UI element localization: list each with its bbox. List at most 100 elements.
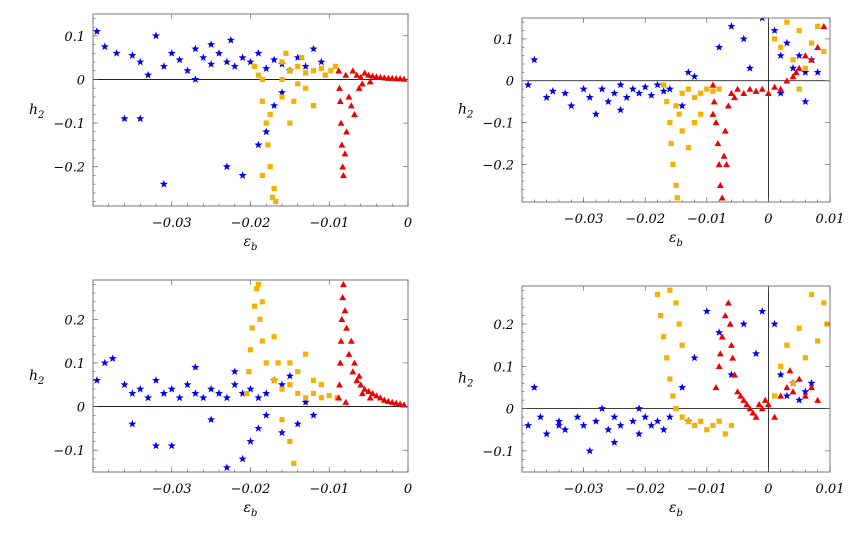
y-tick-label: 0 <box>77 401 85 416</box>
triangle-point <box>814 396 822 403</box>
square-point <box>310 68 317 74</box>
square-point <box>267 164 273 170</box>
star-point <box>144 70 153 79</box>
star-point <box>573 412 582 421</box>
triangle-point <box>336 84 343 91</box>
star-point <box>554 417 563 425</box>
square-point <box>259 299 265 305</box>
star-point <box>175 55 184 64</box>
square-point <box>679 90 685 96</box>
x-axis-label: εb <box>244 500 258 519</box>
square-point <box>778 44 784 50</box>
x-tick-label: −0.03 <box>564 212 604 227</box>
star-point <box>782 38 791 47</box>
star-point <box>128 419 137 428</box>
square-point <box>295 63 301 69</box>
star-point <box>222 57 231 66</box>
square-point <box>291 98 297 104</box>
square-point <box>668 140 674 147</box>
x-tick-label: −0.02 <box>231 216 271 231</box>
triangle-point <box>729 354 737 361</box>
star-point <box>285 371 294 380</box>
triangle-point <box>814 43 822 50</box>
square-point <box>269 194 276 200</box>
x-tick-label: −0.01 <box>309 216 349 231</box>
star-point <box>739 34 748 43</box>
triangle-point <box>743 400 751 408</box>
star-point <box>665 84 674 93</box>
star-point <box>136 384 145 393</box>
square-point <box>771 393 778 399</box>
star-point <box>715 328 724 336</box>
series-blue-stars <box>524 18 822 118</box>
triangle-point <box>718 333 726 340</box>
triangle-point <box>336 359 344 366</box>
star-point <box>175 393 184 402</box>
star-point <box>309 411 318 419</box>
star-point <box>561 425 570 434</box>
square-point <box>287 382 293 388</box>
x-tick-label: −0.01 <box>687 212 727 227</box>
plot-area <box>93 27 408 205</box>
star-point <box>108 354 117 362</box>
triangle-point <box>724 299 732 306</box>
square-point <box>257 316 263 322</box>
star-point <box>628 84 637 93</box>
square-point <box>332 63 339 69</box>
x-tick-label: −0.03 <box>564 482 604 497</box>
square-point <box>259 338 265 344</box>
star-point <box>159 389 168 397</box>
star-point <box>776 370 785 379</box>
star-point <box>782 391 791 400</box>
y-tick-label: −0.2 <box>53 161 85 176</box>
star-point <box>278 428 286 437</box>
x-axis-label: εb <box>669 500 683 519</box>
square-point <box>815 338 821 344</box>
star-point <box>254 393 263 402</box>
square-point <box>310 103 317 109</box>
star-point <box>745 63 754 72</box>
triangle-point <box>714 140 722 147</box>
square-point <box>259 172 265 179</box>
square-point <box>279 94 285 100</box>
triangle-point <box>758 85 766 92</box>
square-point <box>815 23 821 29</box>
square-point <box>263 360 269 366</box>
square-point <box>691 422 698 429</box>
y-tick-label: −0.1 <box>482 117 514 132</box>
square-point <box>318 382 324 388</box>
star-point <box>524 421 533 429</box>
triangle-point <box>400 401 408 408</box>
triangle-point <box>339 294 347 301</box>
triangle-point <box>752 87 760 94</box>
plot-frame <box>521 17 831 203</box>
square-point <box>676 111 682 117</box>
star-point <box>727 370 736 379</box>
square-point <box>263 120 269 126</box>
triangle-point <box>746 85 754 92</box>
x-axis-label: εb <box>244 234 258 253</box>
series-orange-squares <box>661 19 827 201</box>
star-point <box>548 86 557 95</box>
square-point <box>704 427 710 433</box>
star-point <box>647 91 656 99</box>
square-point <box>673 103 679 109</box>
square-point <box>279 417 285 423</box>
star-point <box>238 171 247 179</box>
square-point <box>303 395 309 401</box>
square-point <box>685 145 691 151</box>
triangle-point <box>808 56 815 63</box>
star-point <box>207 40 216 48</box>
square-point <box>698 418 704 424</box>
triangle-point <box>358 80 366 87</box>
star-point <box>238 53 247 62</box>
square-point <box>685 86 691 92</box>
x-tick-label: 0 <box>404 482 412 497</box>
square-point <box>667 376 673 382</box>
triangle-point <box>783 77 791 84</box>
square-point <box>710 422 716 429</box>
y-axis-label: h2 <box>29 102 44 121</box>
triangle-point <box>723 160 730 168</box>
star-point <box>167 49 176 57</box>
square-point <box>275 360 281 366</box>
